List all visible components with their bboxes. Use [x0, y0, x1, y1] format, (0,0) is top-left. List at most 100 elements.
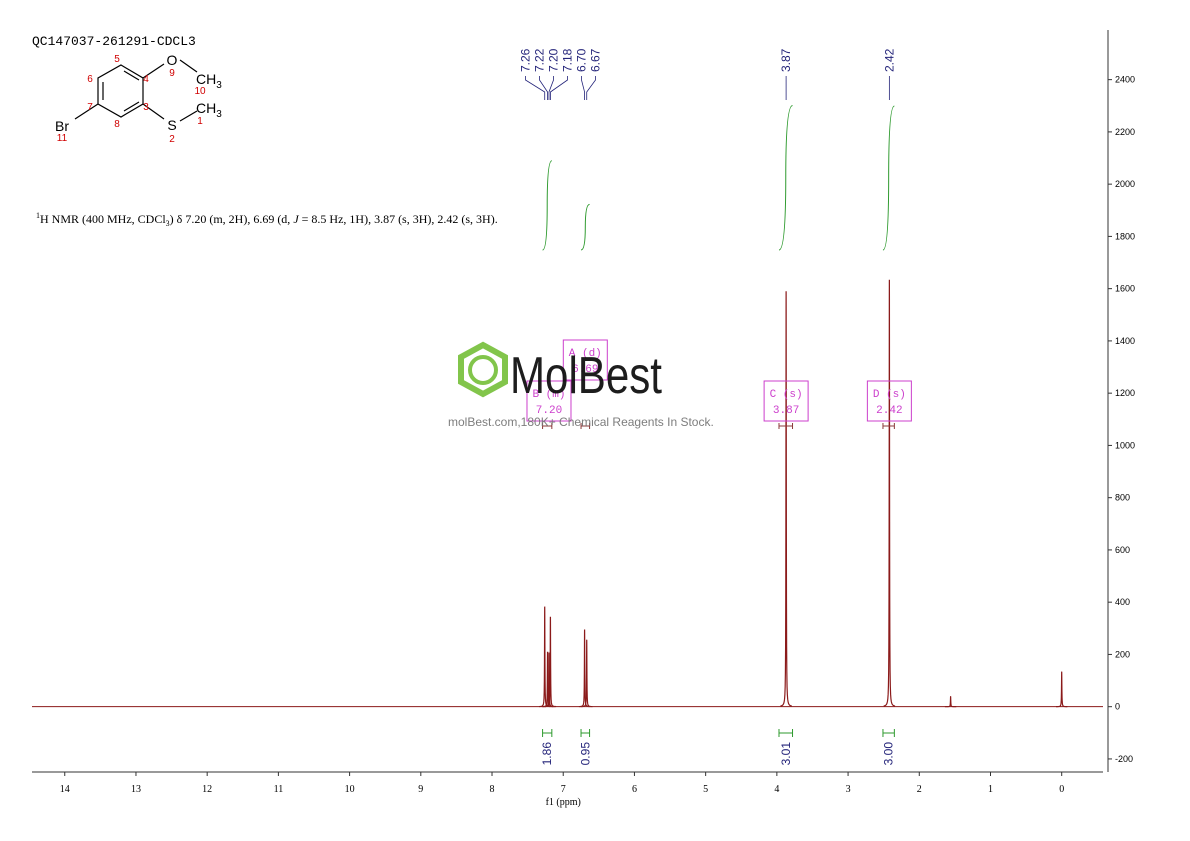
atom-number: 2	[169, 134, 175, 145]
multiplet-box	[526, 380, 572, 422]
peak-label: 3.87	[779, 48, 793, 72]
ring-number: 7	[87, 102, 93, 113]
multiplet-range	[542, 423, 553, 429]
atom: S	[167, 117, 176, 133]
peak-label-connector	[525, 76, 546, 100]
peak	[780, 291, 792, 707]
logo-ring	[468, 355, 498, 385]
integral-curve	[778, 105, 793, 251]
atom-number: 11	[57, 133, 68, 144]
multiplet-shift: 7.20	[536, 405, 562, 417]
ring-number: 8	[114, 119, 120, 130]
subscript: 3	[166, 219, 170, 228]
atom-number: 9	[169, 68, 175, 79]
x-tick-label: 4	[774, 784, 779, 795]
ring-number: 5	[114, 54, 120, 65]
multiplet-label: B (m)	[532, 389, 565, 401]
atom: O	[167, 52, 178, 68]
y-tick-label: 1200	[1115, 388, 1135, 398]
chart: 14 13 12 11 10 9 8 7 6 5 4 3 2 1 0f1 (ppm)-20002004006…	[32, 30, 1135, 808]
multiplet-label: A (d)	[569, 348, 602, 360]
peak	[1055, 671, 1068, 708]
integral-label: 0.95	[578, 742, 592, 766]
peak	[944, 696, 957, 708]
peak	[578, 629, 591, 708]
multiplet-shift: 2.42	[876, 405, 902, 417]
peak-label: 6.67	[588, 48, 602, 72]
tagline: molBest.com,180K+ Chemical Reagents In S…	[448, 415, 714, 429]
ring-number: 3	[143, 102, 149, 113]
y-tick-label: 800	[1115, 493, 1130, 503]
text: H NMR (400 MHz, CDCl	[40, 212, 166, 226]
y-tick-label: 2400	[1115, 75, 1135, 85]
x-tick-label: 14	[60, 784, 70, 795]
x-tick-label: 6	[632, 784, 637, 795]
structure: O 9 CH3 10 S 2 CH3 1 Br 11 5 6 4 7 3 8	[55, 52, 222, 145]
x-tick-label: 0	[1059, 784, 1064, 795]
y-tick-label: 200	[1115, 649, 1130, 659]
y-tick-label: 0	[1115, 702, 1120, 712]
watermark: MolBest molBest.com,180K+ Chemical Reage…	[448, 341, 714, 429]
x-axis-label: f1 (ppm)	[546, 797, 581, 808]
peak	[883, 279, 896, 707]
atom-number: 1	[197, 116, 203, 127]
peak-label: 6.70	[574, 48, 588, 72]
sample-id: QC147037-261291-CDCL3	[32, 34, 196, 49]
peak-label-connector	[548, 76, 554, 100]
atom-number: 10	[194, 86, 206, 97]
x-tick-label: 12	[202, 784, 212, 795]
text: ) δ 7.20 (m, 2H), 6.69 (d,	[170, 212, 294, 226]
x-tick-label: 10	[345, 784, 355, 795]
integral-label: 1.86	[540, 742, 554, 766]
y-tick-label: 1800	[1115, 231, 1135, 241]
ring-number: 6	[87, 74, 93, 85]
y-tick-label: 2200	[1115, 127, 1135, 137]
logo-hexagon	[458, 341, 508, 398]
integral-bracket	[882, 729, 895, 737]
substituent-bonds	[74, 59, 198, 122]
multiplet-shift: 3.87	[773, 405, 799, 417]
ring-number: 4	[143, 74, 149, 85]
integral-curve	[882, 105, 895, 251]
integral-bracket	[542, 729, 553, 737]
multiplet-range	[882, 423, 895, 429]
double-bonds	[102, 70, 140, 112]
integral-curve	[542, 160, 553, 251]
superscript: 1	[36, 211, 40, 220]
peak-label: 7.18	[560, 48, 574, 72]
integral-bracket	[580, 729, 591, 737]
integral-curve	[580, 203, 590, 251]
peak-label-connector	[586, 76, 596, 100]
atom-symbol: CH	[196, 100, 216, 116]
multiplet-range	[580, 423, 591, 429]
multiplet-shift: 6.69	[572, 364, 598, 376]
y-tick-label: 400	[1115, 597, 1130, 607]
y-tick-label: 1000	[1115, 440, 1135, 450]
peak-label: 2.42	[882, 48, 896, 72]
x-tick-label: 8	[490, 784, 495, 795]
y-tick-label: 600	[1115, 545, 1130, 555]
logo-text: MolBest	[510, 347, 662, 405]
y-tick-label: -200	[1115, 754, 1133, 764]
atom-symbol: CH	[196, 71, 216, 87]
x-tick-label: 9	[418, 784, 423, 795]
y-tick-label: 1600	[1115, 284, 1135, 294]
y-tick-label: 1400	[1115, 336, 1135, 346]
multiplet-label: D (s)	[873, 389, 906, 401]
x-tick-label: 1	[988, 784, 993, 795]
nmr-description: 1H NMR (400 MHz, CDCl3) δ 7.20 (m, 2H), …	[36, 211, 498, 228]
multiplet-label: C (s)	[770, 389, 803, 401]
peak-label-connector	[550, 76, 568, 100]
peak-label-connector	[581, 76, 585, 100]
multiplet-box	[763, 380, 809, 422]
x-tick-label: 13	[131, 784, 141, 795]
atom: CH3	[196, 71, 222, 91]
integral-label: 3.00	[882, 742, 896, 766]
y-tick-label: 2000	[1115, 179, 1135, 189]
x-tick-label: 11	[274, 784, 284, 795]
peak	[544, 616, 557, 708]
integral-bracket	[778, 729, 794, 737]
atom: CH3	[196, 100, 222, 120]
